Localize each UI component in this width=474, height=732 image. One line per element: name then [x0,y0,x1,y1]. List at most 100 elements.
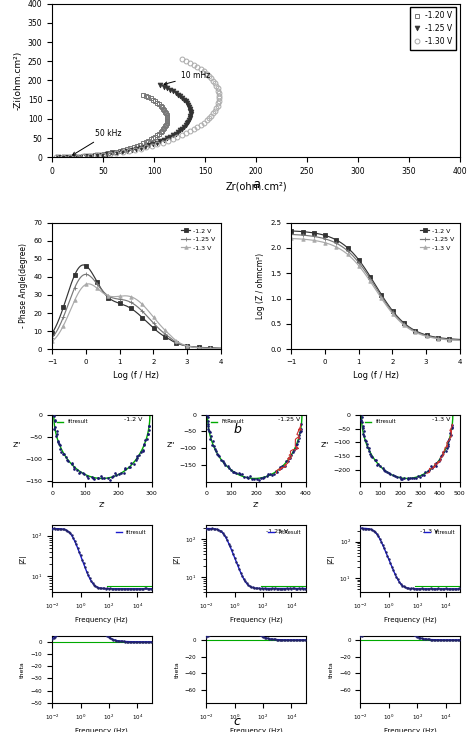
-1.25 V [289,230,294,239]
Y-axis label: theta: theta [174,661,179,678]
Legend: -1.20 V, -1.25 V, -1.30 V: -1.20 V, -1.25 V, -1.30 V [410,7,456,50]
-1.25 V [202,343,208,352]
Y-axis label: theta: theta [20,661,25,678]
Y-axis label: Z'': Z'' [13,442,21,448]
-1.3 V [289,234,295,243]
-1.25 V [441,335,447,343]
Legend: fitresult: fitresult [363,417,399,427]
Y-axis label: theta: theta [328,661,333,678]
-1.2 V [457,335,463,344]
Text: b: b [233,423,241,436]
X-axis label: Log (f / Hz): Log (f / Hz) [113,370,159,380]
Y-axis label: Z'': Z'' [321,442,329,448]
-1.3 V [389,308,394,317]
Line: -1.2 V: -1.2 V [290,229,462,341]
-1.25 V [49,333,55,342]
Y-axis label: Log (Z / ohmcm²): Log (Z / ohmcm²) [256,253,265,319]
-1.3 V [202,344,208,353]
X-axis label: Zr(ohm.cm²): Zr(ohm.cm²) [225,182,287,192]
Text: -1.25 V: -1.25 V [278,417,300,422]
X-axis label: Frequency (Hz): Frequency (Hz) [383,617,437,623]
-1.3 V [192,343,198,352]
Y-axis label: |Z|: |Z| [173,554,180,564]
Legend: FitResult: FitResult [209,417,246,427]
-1.3 V [86,280,91,288]
Legend: -1.2 V, -1.25 V, -1.3 V: -1.2 V, -1.25 V, -1.3 V [178,225,218,253]
-1.3 V [430,334,436,343]
Text: c: c [234,714,240,728]
Y-axis label: |Z|: |Z| [327,554,334,564]
-1.2 V [218,344,223,353]
-1.3 V [150,312,156,321]
-1.2 V [289,226,294,235]
Legend: FitResult: FitResult [265,528,303,537]
-1.25 V [83,270,89,279]
X-axis label: Z': Z' [99,502,105,508]
-1.25 V [150,318,155,326]
Line: -1.2 V: -1.2 V [50,264,222,350]
Y-axis label: - Phase Angle(degree): - Phase Angle(degree) [19,244,28,329]
-1.25 V [192,343,198,351]
-1.3 V [153,315,159,324]
-1.2 V [441,334,447,343]
Y-axis label: -Zi(ohm.cm²): -Zi(ohm.cm²) [13,51,22,110]
-1.2 V [153,326,159,335]
-1.25 V [150,318,156,327]
-1.2 V [80,261,86,269]
Text: a: a [252,178,260,191]
Text: -1.3 V: -1.3 V [432,417,450,422]
-1.3 V [150,311,155,320]
Line: -1.25 V: -1.25 V [290,233,462,342]
X-axis label: Frequency (Hz): Frequency (Hz) [75,728,128,732]
-1.2 V [192,343,198,351]
Text: -1.3 V: -1.3 V [420,529,438,534]
Legend: fitresult: fitresult [113,528,149,537]
-1.3 V [218,344,223,353]
-1.25 V [218,344,223,353]
X-axis label: Z': Z' [407,502,413,508]
Text: -1.25 V: -1.25 V [266,529,288,534]
Y-axis label: |Z|: |Z| [18,554,26,564]
X-axis label: Z': Z' [253,502,259,508]
-1.3 V [289,234,294,243]
Line: -1.25 V: -1.25 V [50,272,222,350]
Legend: -1.2 V, -1.25 V, -1.3 V: -1.2 V, -1.25 V, -1.3 V [418,225,456,253]
-1.25 V [153,321,159,330]
Line: -1.3 V: -1.3 V [290,236,462,343]
-1.2 V [202,343,208,352]
X-axis label: Frequency (Hz): Frequency (Hz) [229,728,283,732]
-1.2 V [392,309,397,318]
X-axis label: Frequency (Hz): Frequency (Hz) [229,617,283,623]
-1.25 V [50,332,55,341]
-1.2 V [430,332,436,341]
-1.25 V [457,335,463,344]
X-axis label: Frequency (Hz): Frequency (Hz) [383,728,437,732]
Legend: fitresult: fitresult [422,528,457,537]
-1.25 V [389,307,394,315]
-1.2 V [50,328,55,337]
-1.25 V [430,333,436,342]
Text: -1.2 V: -1.2 V [124,417,142,422]
-1.25 V [392,310,397,318]
-1.2 V [150,324,156,332]
X-axis label: Frequency (Hz): Frequency (Hz) [75,617,128,623]
-1.3 V [50,337,55,346]
-1.2 V [289,227,295,236]
-1.3 V [441,335,447,344]
-1.25 V [388,306,394,315]
-1.3 V [388,307,394,316]
Y-axis label: Z'': Z'' [167,442,176,448]
-1.2 V [150,323,155,332]
-1.3 V [392,311,397,320]
Text: 50 kHz: 50 kHz [73,129,121,155]
-1.25 V [289,230,295,239]
-1.3 V [49,337,55,346]
-1.2 V [388,305,394,313]
Legend: fitresult: fitresult [55,417,90,427]
Text: 10 mHz: 10 mHz [164,72,210,85]
-1.2 V [389,305,394,314]
-1.2 V [49,329,55,337]
Line: -1.3 V: -1.3 V [50,282,222,351]
X-axis label: Log (f / Hz): Log (f / Hz) [353,370,399,380]
-1.3 V [457,336,463,345]
